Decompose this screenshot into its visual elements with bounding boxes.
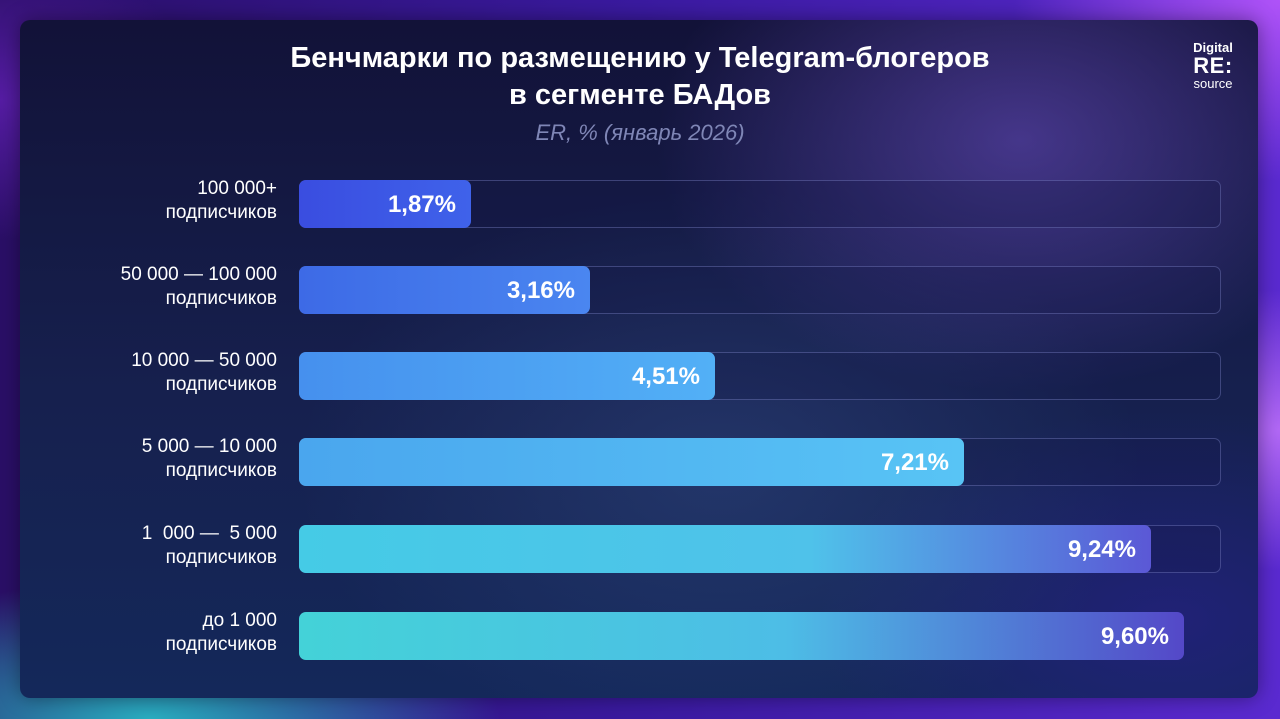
- bar-row: 50 000 — 100 000 подписчиков 3,16%: [0, 263, 1280, 314]
- row-label: 50 000 — 100 000 подписчиков: [121, 263, 277, 311]
- bar-fill: [299, 180, 471, 228]
- bar-value-label: 1,87%: [387, 191, 456, 218]
- brand-logo: Digital RE: source: [1178, 40, 1248, 91]
- bar-row: 5 000 — 10 000 подписчиков 7,21%: [0, 435, 1280, 486]
- bar-fill: [299, 438, 964, 486]
- bar-row: до 1 000 подписчиков 9,60%: [0, 609, 1280, 660]
- row-label-range: 5 000 — 10 000: [141, 436, 277, 457]
- row-label: 100 000+ подписчиков: [166, 177, 277, 225]
- row-label-unit: подписчиков: [165, 547, 277, 568]
- row-label-range: 10 000 — 50 000: [131, 350, 277, 371]
- bar-value-label: 7,21%: [880, 449, 949, 476]
- title-line-1: Бенчмарки по размещению у Telegram-блоге…: [290, 42, 990, 74]
- bar-row: 1 000 — 5 000 подписчиков 9,24%: [0, 522, 1280, 573]
- row-label: 5 000 — 10 000 подписчиков: [142, 435, 277, 483]
- logo-line-3: source: [1193, 76, 1233, 91]
- row-label-range: 1 000 — 5 000: [141, 523, 277, 544]
- bar-row: 100 000+ подписчиков 1,87%: [0, 177, 1280, 228]
- row-label: до 1 000 подписчиков: [166, 609, 277, 657]
- logo-line-2: RE:: [1193, 53, 1233, 78]
- bar-value-label: 3,16%: [506, 277, 575, 304]
- bar-fill: [299, 525, 1151, 573]
- bar-value-label: 4,51%: [631, 363, 700, 390]
- row-label-range: 100 000+: [197, 178, 277, 199]
- chart-subtitle: ER, % (январь 2026): [535, 120, 745, 145]
- bar-fill: [299, 266, 590, 314]
- row-label: 1 000 — 5 000 подписчиков: [142, 522, 277, 570]
- row-label-range: до 1 000: [202, 610, 277, 631]
- logo-line-1: Digital: [1193, 40, 1233, 55]
- row-label-range: 50 000 — 100 000: [120, 264, 277, 285]
- bar-row: 10 000 — 50 000 подписчиков 4,51%: [0, 349, 1280, 400]
- row-label-unit: подписчиков: [165, 374, 277, 395]
- title-line-2: в сегменте БАДов: [508, 79, 772, 111]
- row-label-unit: подписчиков: [165, 460, 277, 481]
- bar-value-label: 9,60%: [1100, 623, 1169, 650]
- row-label: 10 000 — 50 000 подписчиков: [131, 349, 277, 397]
- row-label-unit: подписчиков: [165, 202, 277, 223]
- bar-fill: [299, 352, 715, 400]
- bar-value-label: 9,24%: [1067, 536, 1136, 563]
- chart-title: Бенчмарки по размещению у Telegram-блоге…: [0, 40, 1280, 114]
- row-label-unit: подписчиков: [165, 634, 277, 655]
- row-label-unit: подписчиков: [165, 288, 277, 309]
- bar-fill: [299, 612, 1184, 660]
